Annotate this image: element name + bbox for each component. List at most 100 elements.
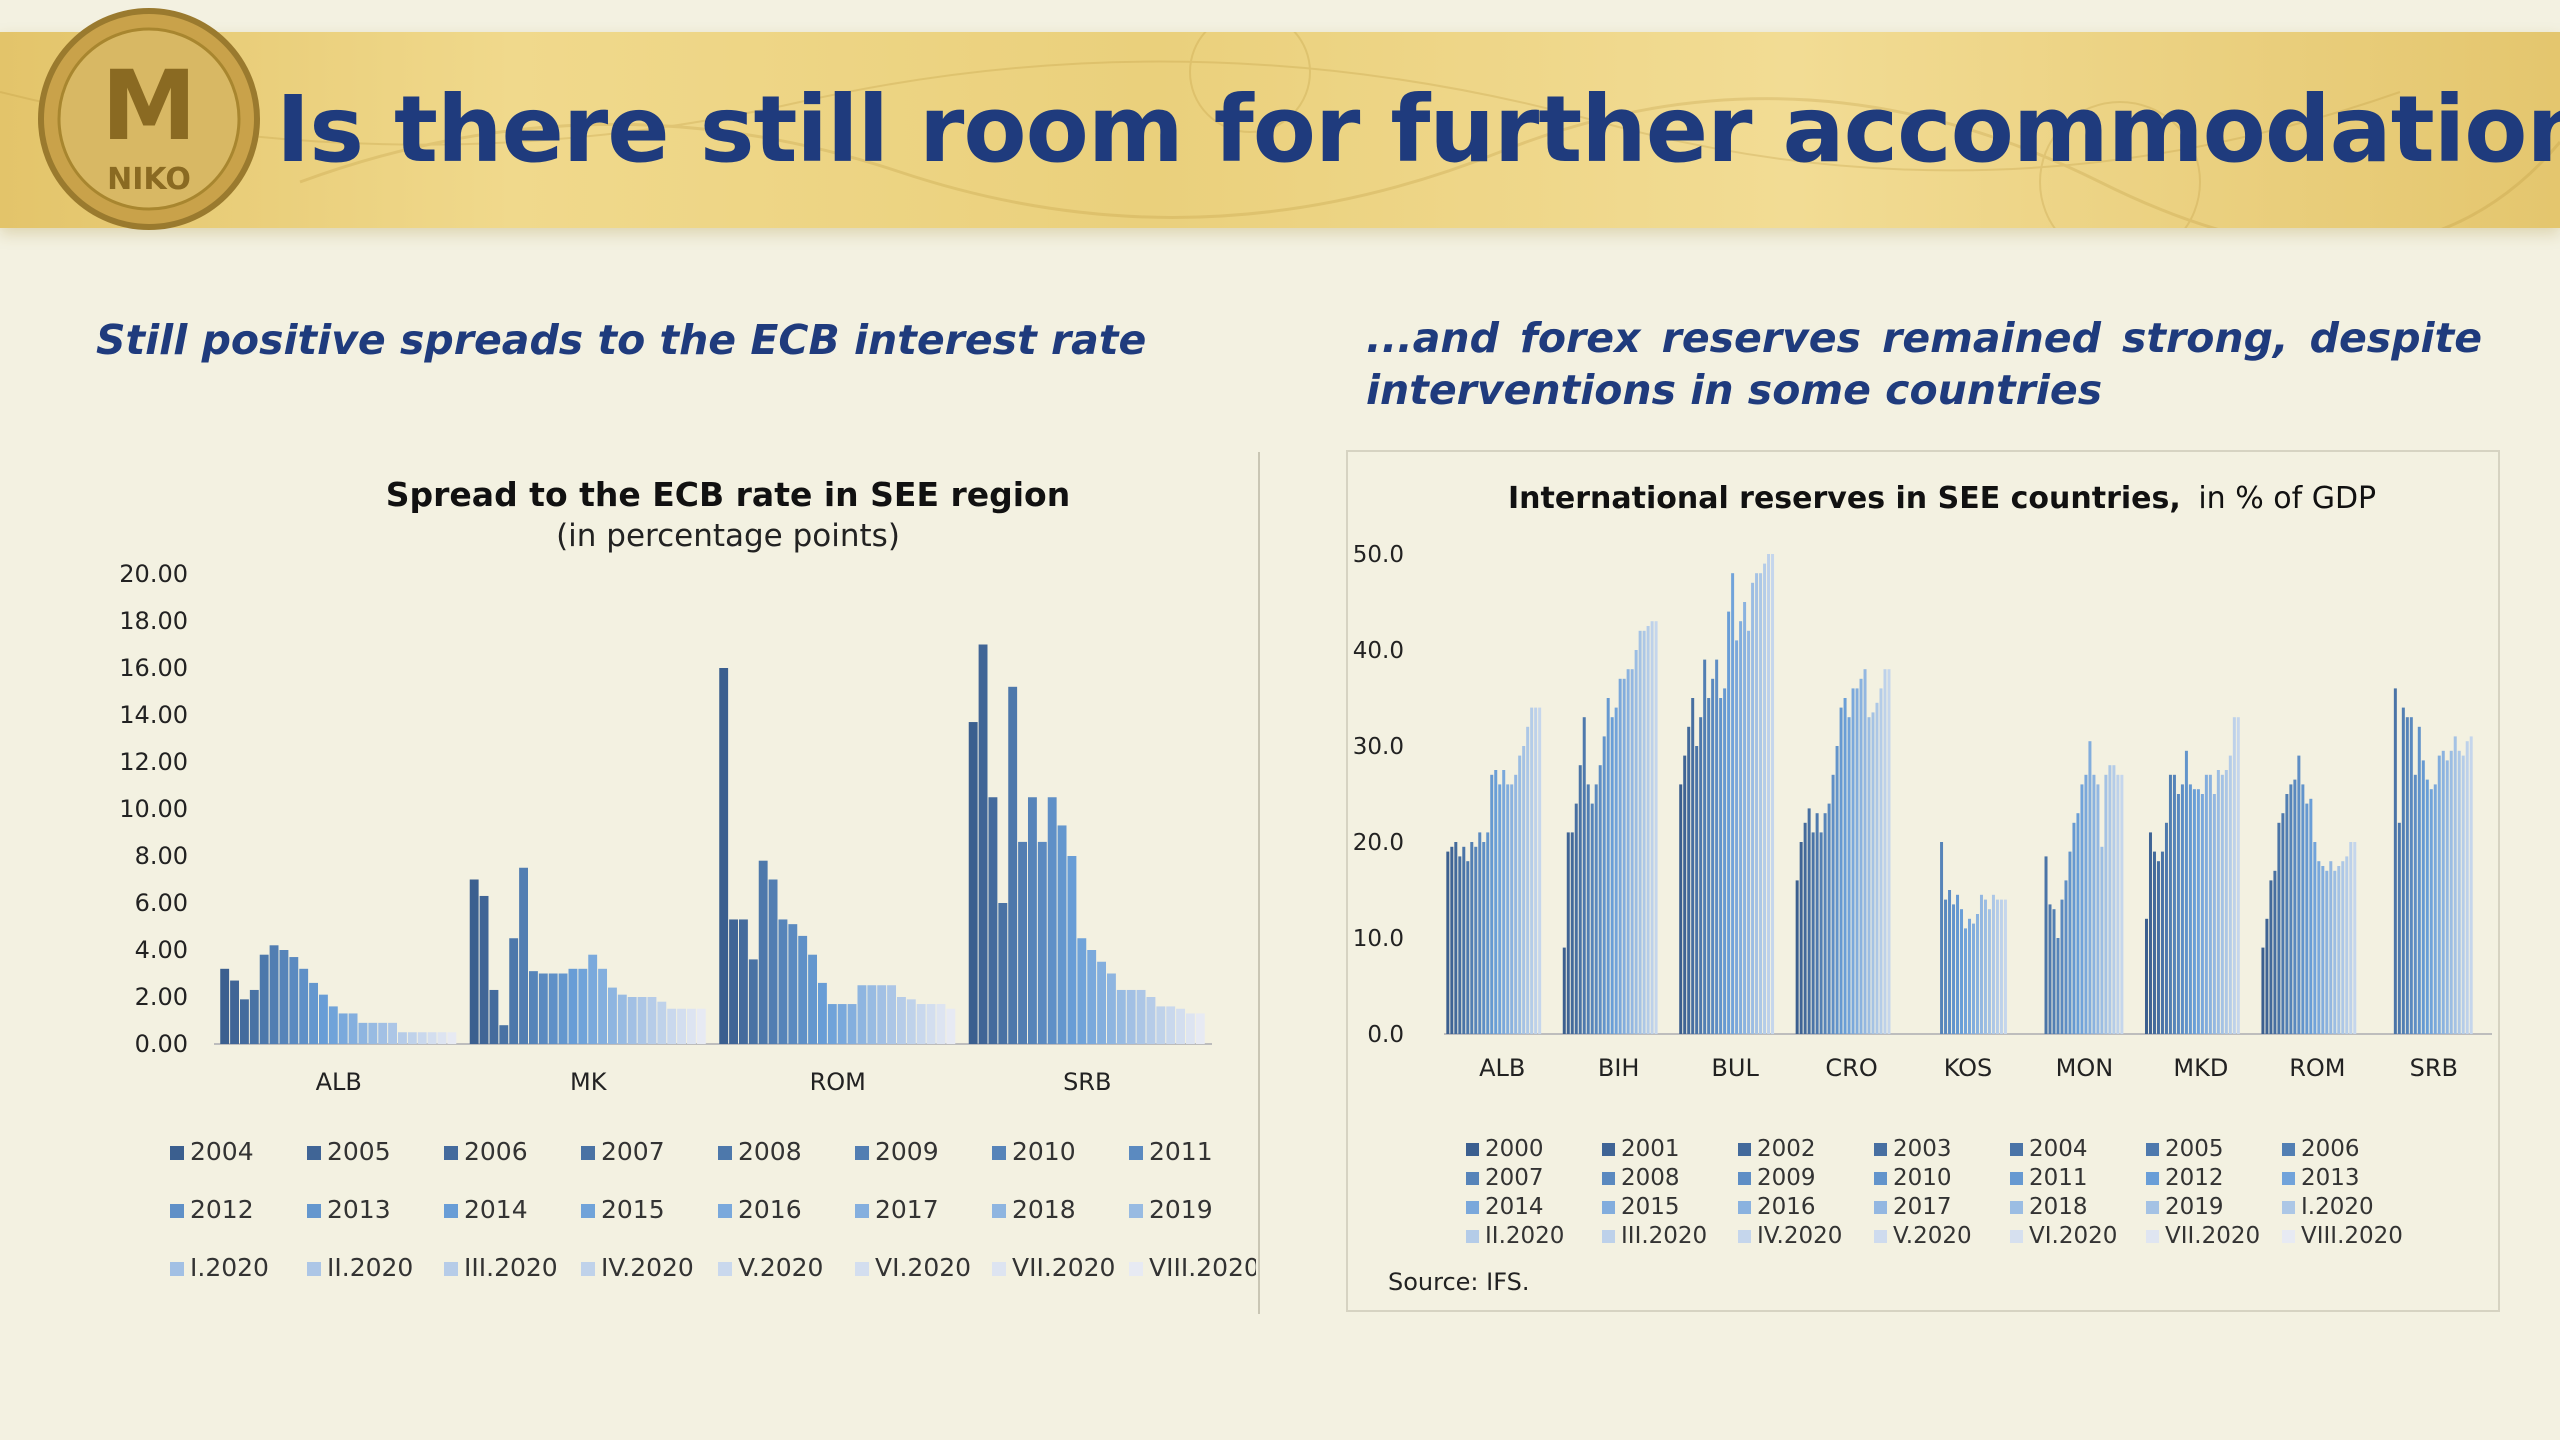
reserves-bar-alb-2011 bbox=[1490, 774, 1494, 1034]
reserves-legend-label: 2013 bbox=[2301, 1165, 2360, 1191]
reserves-bar-mon-2004 bbox=[2044, 856, 2048, 1034]
reserves-legend-swatch bbox=[2282, 1201, 2295, 1214]
spread-chart: Spread to the ECB rate in SEE region (in… bbox=[119, 475, 1256, 1282]
reserves-legend-label: 2012 bbox=[2165, 1165, 2224, 1191]
reserves-bar-bih-2011 bbox=[1606, 698, 1610, 1034]
reserves-bar-cro-2014 bbox=[1851, 688, 1855, 1034]
reserves-legend-label: 2000 bbox=[1485, 1136, 1544, 1162]
reserves-bar-bih-2014 bbox=[1618, 678, 1622, 1034]
spread-bar-mk-2016 bbox=[588, 954, 598, 1044]
reserves-bar-bul-2006 bbox=[1703, 659, 1707, 1034]
reserves-bar-bih-2013 bbox=[1614, 707, 1618, 1034]
reserves-legend-swatch bbox=[1738, 1201, 1751, 1214]
spread-legend-swatch bbox=[307, 1146, 321, 1160]
reserves-bar-srb-2010 bbox=[2417, 726, 2421, 1034]
spread-bar-rom-2017 bbox=[847, 1004, 857, 1044]
reserves-bar-bih-2001 bbox=[1566, 832, 1570, 1034]
spread-bar-rom-2013 bbox=[808, 954, 817, 1044]
spread-legend-label: 2010 bbox=[1012, 1137, 1076, 1166]
reserves-bar-rom-2003 bbox=[2273, 870, 2277, 1034]
reserves-bar-kos-2009 bbox=[1948, 890, 1952, 1034]
reserves-legend-label: 2016 bbox=[1757, 1194, 1816, 1220]
reserves-category-label: ALB bbox=[1479, 1054, 1525, 1082]
spread-bar-mk-vi-2020 bbox=[677, 1008, 687, 1044]
reserves-bar-alb-2010 bbox=[1486, 832, 1490, 1034]
reserves-category-label: KOS bbox=[1944, 1054, 1993, 1082]
reserves-bar-alb-2018 bbox=[1518, 755, 1522, 1034]
spread-legend-swatch bbox=[718, 1204, 732, 1218]
reserves-bar-bul-2004 bbox=[1695, 746, 1699, 1034]
reserves-bar-cro-iii-2020 bbox=[1883, 669, 1887, 1034]
reserves-bar-kos-2013 bbox=[1964, 928, 1967, 1034]
spread-bar-rom-2014 bbox=[817, 982, 827, 1044]
reserves-bar-rom-2007 bbox=[2289, 784, 2293, 1034]
spread-legend-label: 2006 bbox=[464, 1137, 528, 1166]
spread-bar-mk-2019 bbox=[617, 994, 627, 1044]
reserves-legend-swatch bbox=[2010, 1201, 2023, 1214]
reserves-bar-bul-2018 bbox=[1751, 582, 1755, 1034]
spread-bar-alb-2016 bbox=[338, 1013, 348, 1044]
spread-y-tick: 2.00 bbox=[135, 983, 188, 1011]
reserves-bar-kos-2011 bbox=[1956, 894, 1960, 1034]
spread-bar-mk-2007 bbox=[499, 1025, 509, 1044]
spread-bar-alb-2019 bbox=[368, 1022, 378, 1044]
spread-bar-srb-v-2020 bbox=[1166, 1006, 1176, 1044]
reserves-bar-mon-2019 bbox=[2104, 774, 2108, 1034]
reserves-y-tick: 20.0 bbox=[1353, 830, 1404, 856]
reserves-bar-mkd-2019 bbox=[2220, 774, 2224, 1034]
reserves-bar-srb-2013 bbox=[2429, 789, 2433, 1034]
reserves-legend-swatch bbox=[1738, 1230, 1751, 1243]
reserves-bar-mon-ii-2020 bbox=[2112, 765, 2116, 1034]
reserves-bar-cro-2012 bbox=[1843, 698, 1847, 1034]
reserves-bar-bih-2002 bbox=[1570, 832, 1574, 1034]
spread-legend-label: VI.2020 bbox=[875, 1253, 971, 1282]
reserves-bar-kos-2010 bbox=[1952, 904, 1956, 1034]
spread-bar-alb-2018 bbox=[358, 1022, 368, 1044]
spread-legend-label: 2012 bbox=[190, 1195, 254, 1224]
spread-bar-alb-v-2020 bbox=[417, 1032, 427, 1044]
spread-category-label: ROM bbox=[810, 1068, 866, 1096]
reserves-legend-label: 2008 bbox=[1621, 1165, 1680, 1191]
spread-bar-mk-v-2020 bbox=[667, 1008, 677, 1044]
reserves-legend-swatch bbox=[1602, 1230, 1615, 1243]
spread-bar-srb-viii-2020 bbox=[1195, 1013, 1205, 1044]
reserves-bars bbox=[1446, 554, 2473, 1034]
reserves-bar-mkd-2007 bbox=[2172, 774, 2176, 1034]
reserves-bar-cro-ii-2020 bbox=[1879, 688, 1883, 1034]
reserves-legend-swatch bbox=[2282, 1172, 2295, 1185]
spread-legend-label: III.2020 bbox=[464, 1253, 558, 1282]
reserves-bar-alb-2015 bbox=[1506, 784, 1510, 1034]
reserves-bar-cro-2013 bbox=[1847, 717, 1851, 1034]
reserves-bar-mon-2006 bbox=[2052, 909, 2056, 1034]
reserves-bar-bih-2008 bbox=[1594, 784, 1598, 1034]
spread-bar-srb-iii-2020 bbox=[1146, 997, 1156, 1044]
spread-legend-swatch bbox=[718, 1262, 732, 1276]
reserves-bar-srb-2017 bbox=[2445, 760, 2449, 1034]
spread-bar-rom-v-2020 bbox=[916, 1004, 926, 1044]
reserves-bar-rom-2009 bbox=[2297, 755, 2301, 1034]
spread-legend-swatch bbox=[1129, 1204, 1143, 1218]
reserves-bar-rom-2013 bbox=[2313, 842, 2317, 1034]
reserves-bar-kos-2019 bbox=[1987, 909, 1991, 1034]
spread-legend: 2004 2005 2006 2007 2008 2009 2010 2011 2012 2013… bbox=[170, 1137, 1256, 1282]
spread-legend-label: 2011 bbox=[1149, 1137, 1213, 1166]
spread-bar-rom-ii-2020 bbox=[887, 985, 897, 1044]
reserves-bar-rom-2019 bbox=[2337, 866, 2341, 1034]
spread-bar-srb-iv-2020 bbox=[1156, 1006, 1166, 1044]
reserves-bar-bih-2000 bbox=[1562, 947, 1566, 1034]
reserves-legend-label: 2007 bbox=[1485, 1165, 1544, 1191]
spread-legend-swatch bbox=[992, 1146, 1006, 1160]
reserves-category-label: BIH bbox=[1598, 1054, 1640, 1082]
coin-logo: M NIKO bbox=[38, 8, 260, 230]
reserves-legend: 2000 2001 2002 2003 2004 2005 2006 2007 2008 2009… bbox=[1466, 1136, 2403, 1249]
reserves-bar-mkd-2016 bbox=[2208, 774, 2212, 1034]
reserves-bar-mkd-2010 bbox=[2184, 750, 2188, 1034]
reserves-bar-rom-ii-2020 bbox=[2345, 856, 2349, 1034]
spread-bar-srb-2010 bbox=[1027, 797, 1037, 1044]
spread-bar-srb-2008 bbox=[1008, 686, 1018, 1044]
reserves-bar-srb-2015 bbox=[2437, 755, 2441, 1034]
reserves-x-axis: ALB BIH BUL CRO KOS MON MKD ROM SRB bbox=[1479, 1054, 2458, 1082]
right-chart-frame bbox=[1346, 450, 2500, 1312]
reserves-bar-bih-2005 bbox=[1582, 717, 1586, 1034]
spread-bar-alb-2008 bbox=[259, 954, 269, 1044]
